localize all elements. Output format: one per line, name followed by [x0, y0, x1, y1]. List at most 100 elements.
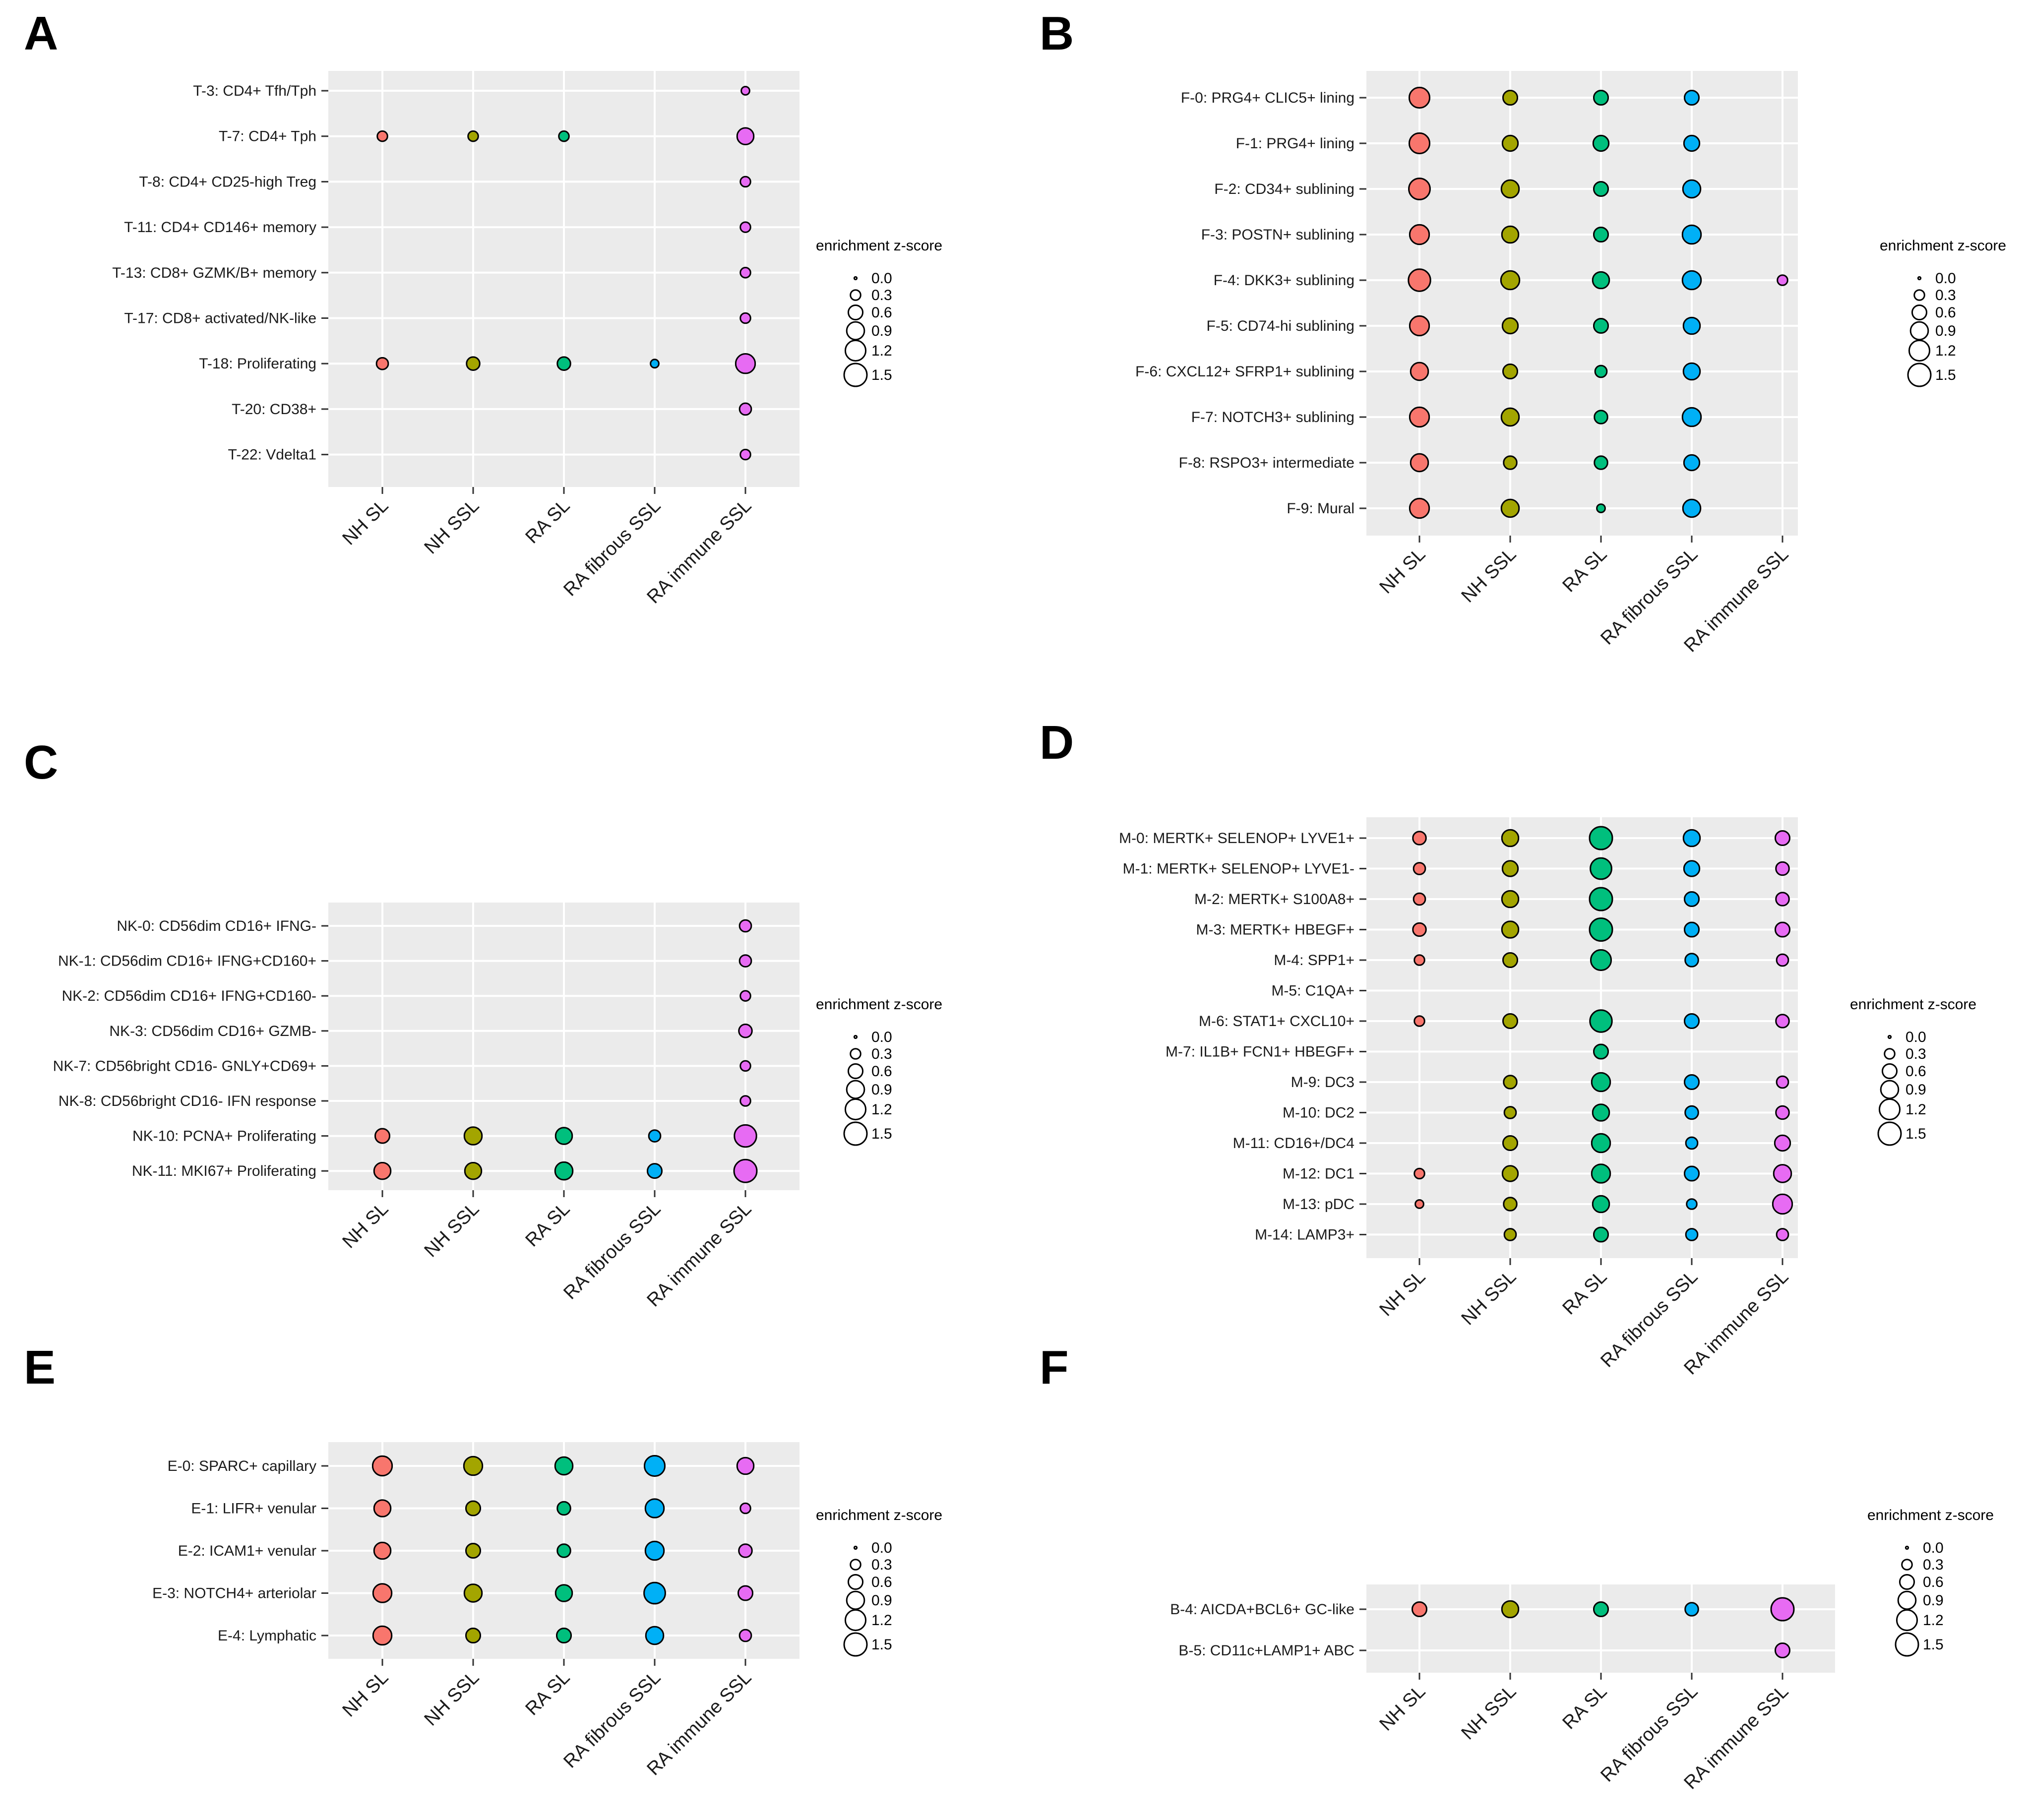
bubble-point	[1681, 407, 1702, 427]
panel-f: F B-4: AICDA+BCL6+ GC-like B-5: CD11c+LAMP…	[1040, 1341, 1994, 1794]
legend-label: 0.9	[1923, 1592, 1944, 1609]
bubble-point	[646, 1163, 663, 1179]
bubble-point	[1411, 1601, 1428, 1618]
bubble-point	[1502, 952, 1519, 969]
bubble-point	[1409, 224, 1430, 245]
legend-label: 0.0	[1935, 270, 1956, 287]
bubble-point	[1683, 454, 1701, 472]
bubble-point	[737, 1585, 754, 1601]
bubble-point	[643, 1581, 666, 1605]
bubble-point	[556, 356, 571, 371]
legend-bubble	[853, 1545, 858, 1550]
x-tick-label: NH SL	[1376, 1681, 1430, 1735]
bubble-point	[1686, 1198, 1698, 1210]
y-tick-label: F-3: POSTN+ sublining	[1201, 227, 1354, 243]
x-tick-label: NH SSL	[421, 1667, 484, 1730]
bubble-point	[645, 1626, 665, 1645]
legend-label: 1.5	[871, 1126, 892, 1142]
legend-title: enrichment z-score	[816, 996, 942, 1013]
y-tick-label: E-1: LIFR+ venular	[191, 1501, 316, 1517]
y-tick-label: M-2: MERTK+ S100A8+	[1194, 891, 1354, 908]
x-tick-label: RA SL	[521, 1667, 574, 1720]
bubble-point	[648, 1129, 662, 1143]
bubble-point	[1501, 860, 1519, 877]
legend-label: 1.2	[871, 343, 892, 359]
legend-label: 0.3	[871, 1046, 892, 1062]
bubble-point	[736, 127, 755, 145]
y-tick-label: NK-0: CD56dim CD16+ IFNG-	[117, 918, 316, 934]
bubble-point	[1683, 89, 1700, 106]
panel-c: C NK-0: CD56dim CD16+ IFNG- NK-1: CD56dim …	[24, 736, 942, 1311]
legend-label: 0.9	[871, 1592, 892, 1609]
bubble-point	[1413, 862, 1426, 875]
legend-label: 0.0	[1905, 1029, 1926, 1045]
bubble-point	[1596, 503, 1606, 513]
bubble-point	[373, 1499, 392, 1517]
legend-label: 0.6	[871, 304, 892, 321]
bubble-point	[376, 130, 388, 142]
bubble-point	[733, 1158, 758, 1183]
bubble-point	[650, 359, 660, 369]
bubble-point	[1593, 89, 1609, 106]
bubble-point	[1682, 179, 1702, 199]
x-tick-label: NH SL	[339, 1667, 393, 1721]
bubble-point	[739, 1095, 751, 1107]
bubble-point	[558, 130, 570, 142]
legend-label: 1.5	[1905, 1126, 1926, 1142]
x-tick-label: RA SL	[521, 495, 574, 548]
y-tick-label: M-14: LAMP3+	[1255, 1227, 1354, 1243]
bubble-point	[1685, 1136, 1699, 1150]
bubble-point	[1593, 1043, 1609, 1060]
bubble-point	[463, 1126, 483, 1146]
x-tick-label: RA SL	[1558, 1267, 1611, 1319]
x-tick-label: NH SL	[339, 495, 393, 549]
legend-bubble	[843, 363, 868, 387]
bubble-point	[1774, 1134, 1791, 1152]
y-tick-label: M-1: MERTK+ SELENOP+ LYVE1-	[1123, 861, 1354, 877]
y-tick-label: M-3: MERTK+ HBEGF+	[1196, 922, 1354, 938]
y-tick-label: F-0: PRG4+ CLIC5+ lining	[1181, 90, 1354, 106]
legend-bubble	[1905, 1545, 1909, 1550]
bubble-point	[739, 1502, 751, 1515]
legend-bubble	[1917, 276, 1922, 281]
bubble-point	[1413, 1167, 1425, 1180]
bubble-point	[1772, 1193, 1793, 1215]
bubble-point	[1592, 1195, 1610, 1213]
bubble-point	[1409, 497, 1430, 519]
legend-label: 0.6	[1905, 1063, 1926, 1080]
x-tick-label: RA fibrous SSL	[559, 1199, 665, 1304]
bubble-point	[1593, 226, 1609, 243]
legend-bubble	[1901, 1559, 1913, 1571]
bubble-point	[1593, 317, 1609, 334]
bubble-point	[736, 1456, 755, 1475]
bubble-point	[1503, 455, 1518, 470]
legend-label: 1.2	[1935, 343, 1956, 359]
x-tick-label: RA fibrous SSL	[1597, 544, 1702, 649]
legend-bubble	[1909, 321, 1929, 341]
bubble-point	[734, 1124, 757, 1148]
x-tick-label: NH SL	[339, 1199, 393, 1253]
bubble-point	[372, 1583, 393, 1603]
y-tick-label: T-20: CD38+	[232, 401, 316, 418]
bubble-point	[1592, 271, 1610, 290]
bubble-point	[1590, 857, 1612, 880]
bubble-point	[1777, 274, 1788, 286]
bubble-point	[1414, 1199, 1424, 1209]
bubble-point	[1776, 1228, 1789, 1241]
panel-label: E	[24, 1341, 56, 1394]
bubble-point	[372, 1625, 393, 1646]
bubble-point	[1408, 178, 1431, 200]
bubble-point	[556, 1501, 571, 1516]
legend-label: 1.5	[1935, 367, 1956, 383]
bubble-point	[465, 1627, 482, 1644]
y-tick-label: F-7: NOTCH3+ sublining	[1191, 409, 1354, 425]
panel-label: B	[1040, 7, 1074, 60]
bubble-point	[1500, 270, 1521, 291]
panel-label: D	[1040, 716, 1074, 769]
y-tick-label: NK-3: CD56dim CD16+ GZMB-	[109, 1023, 316, 1039]
bubble-point	[371, 1455, 393, 1477]
bubble-point	[1503, 1197, 1518, 1212]
y-tick-label: F-2: CD34+ sublining	[1214, 181, 1354, 197]
legend-bubble	[1895, 1632, 1919, 1657]
